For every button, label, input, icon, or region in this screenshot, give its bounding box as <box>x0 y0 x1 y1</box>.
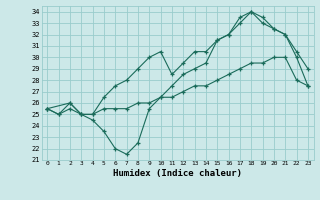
X-axis label: Humidex (Indice chaleur): Humidex (Indice chaleur) <box>113 169 242 178</box>
